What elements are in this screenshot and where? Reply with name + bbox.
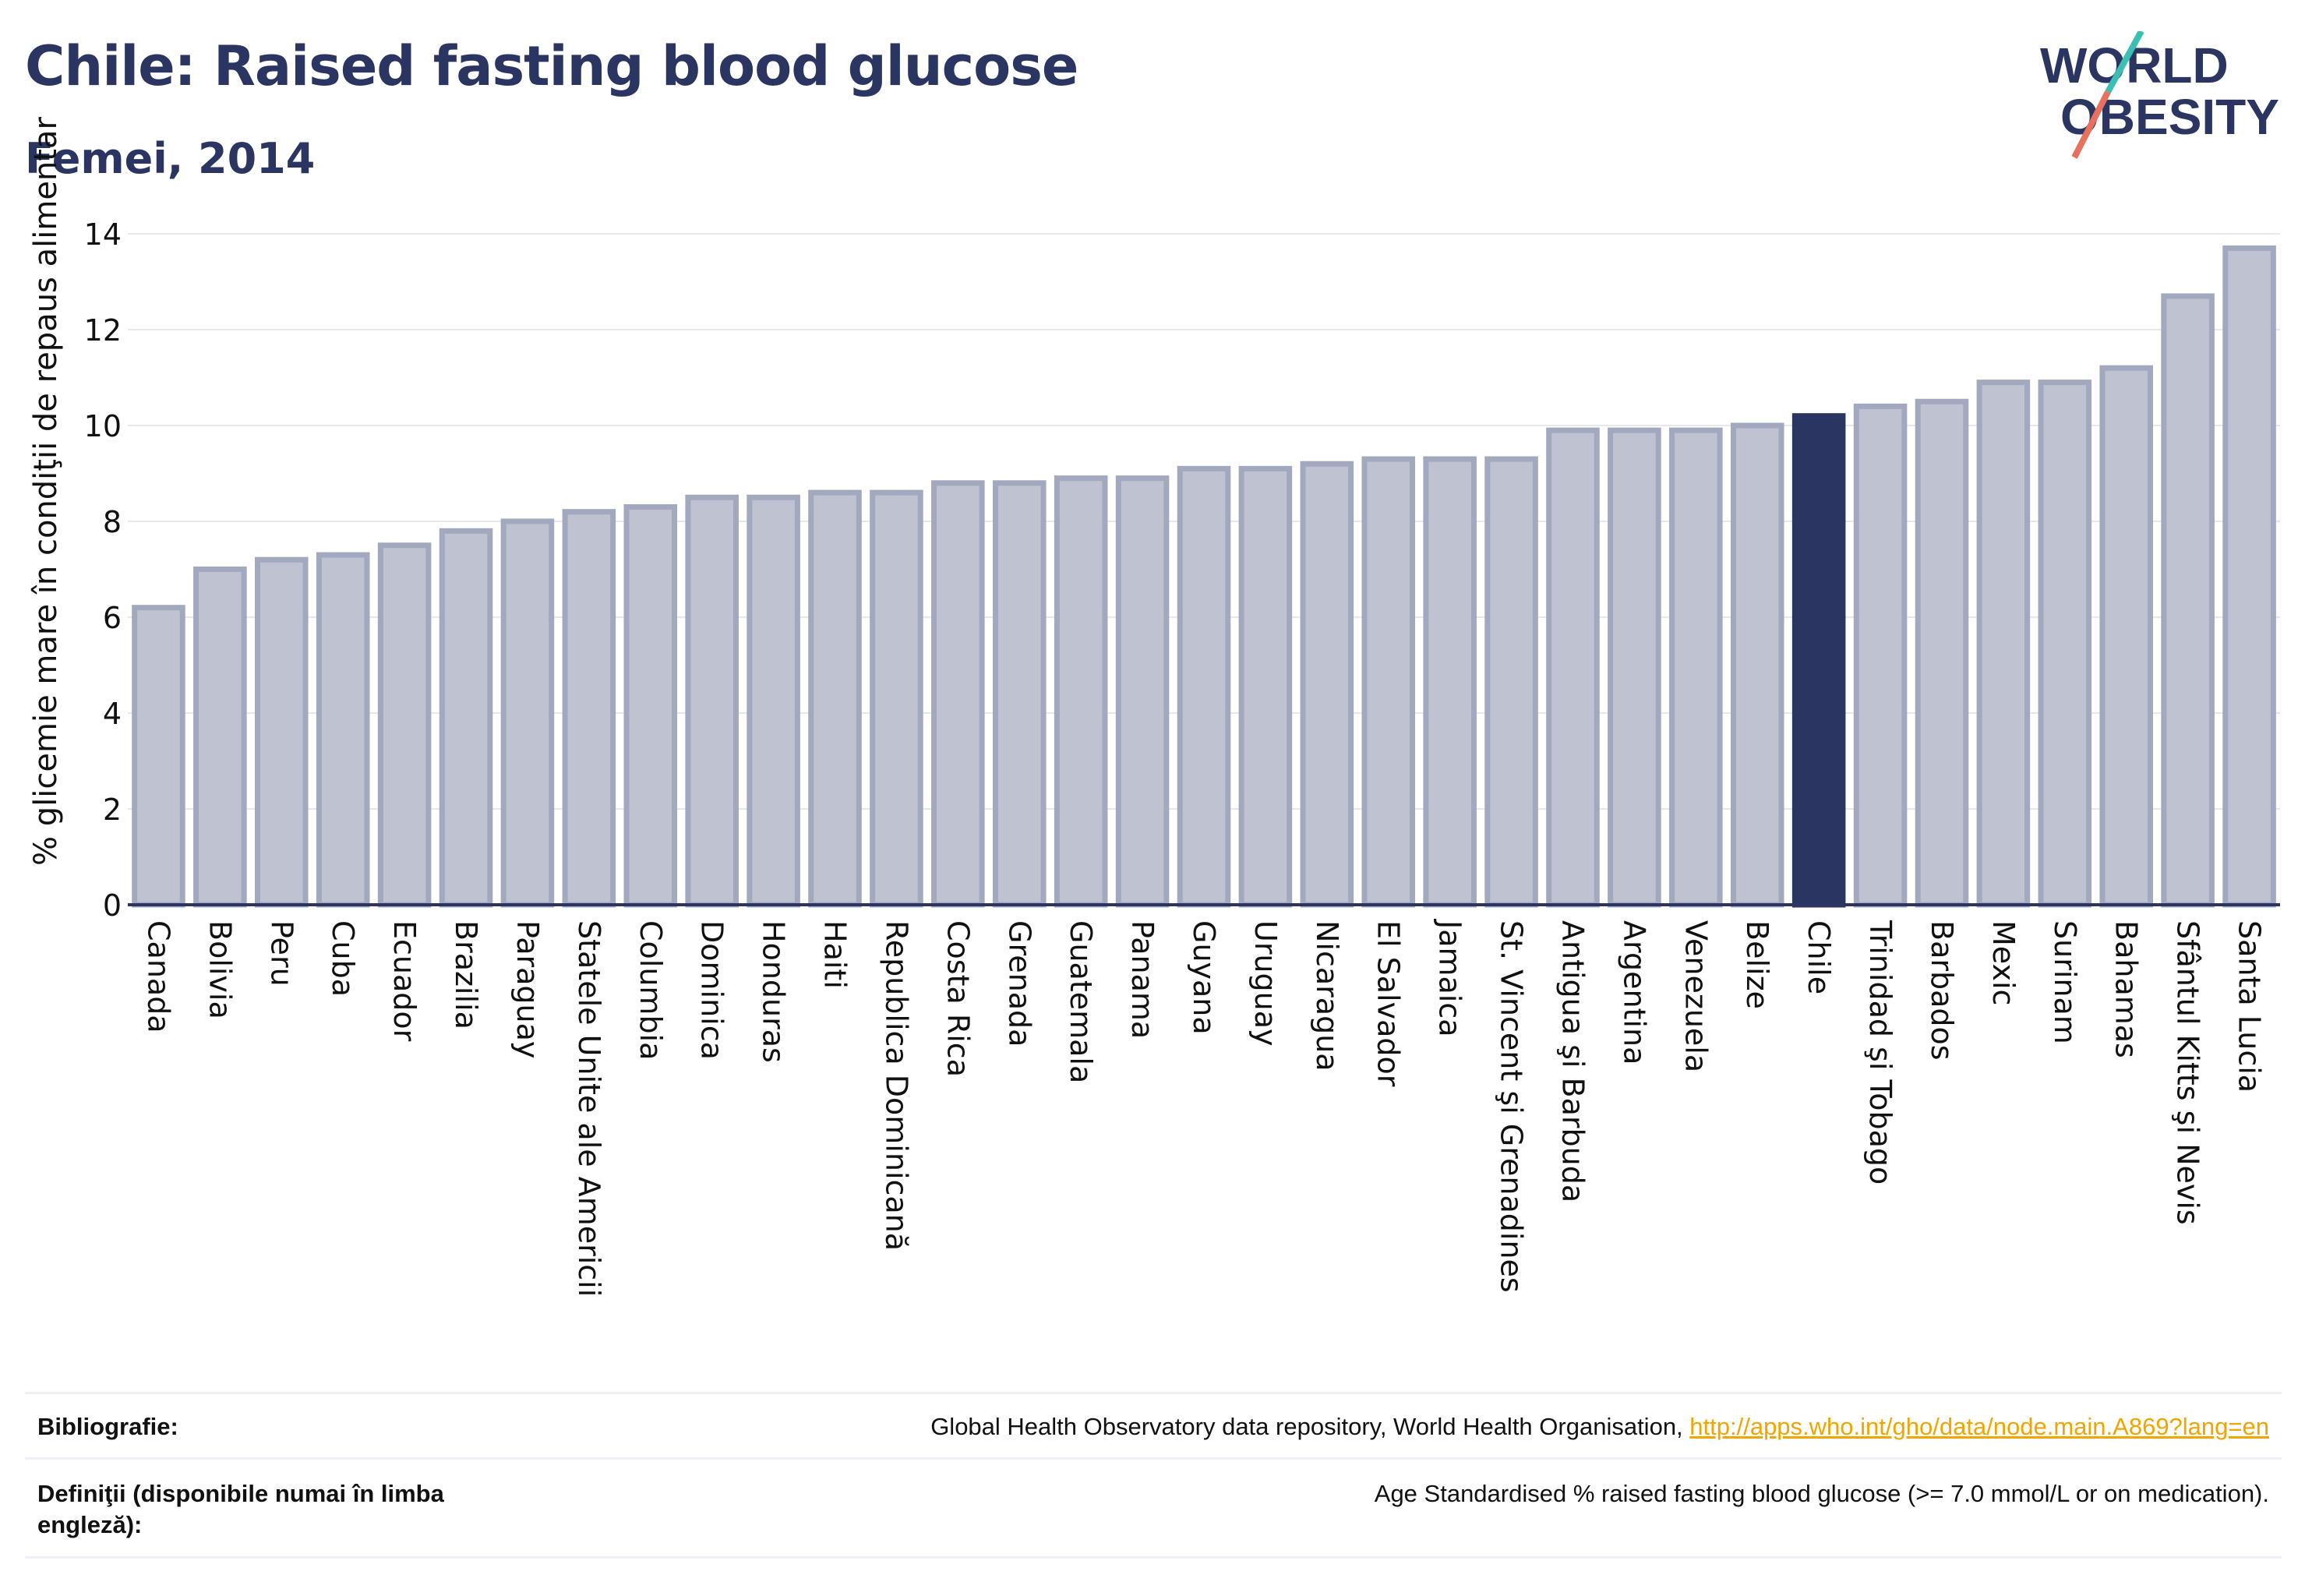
x-tick-label: St. Vincent şi Grenadines [1495,920,1529,1293]
x-tick-label: Dominica [695,920,729,1060]
y-tick-label: 14 [84,217,122,252]
y-tick-label: 6 [103,601,122,635]
bar [1484,456,1538,908]
definitions-row: Definiţii (disponibile numai în limba en… [25,1457,2282,1559]
x-tick-label: Antigua şi Barbuda [1555,920,1590,1202]
y-axis-label: % glicemie mare în condiţii de repaus al… [28,117,64,866]
bibliography-text: Global Health Observatory data repositor… [930,1413,1690,1440]
chart-subtitle: Femei, 2014 [25,134,316,183]
definitions-value: Age Standardised % raised fasting blood … [1374,1480,2269,1507]
y-tick-label: 2 [103,793,122,827]
x-tick-label: Brazilia [449,920,483,1029]
x-tick-label: Trinidad şi Tobago [1863,920,1897,1185]
x-tick-label: Ecuador [387,920,422,1042]
bibliography-value: Global Health Observatory data repositor… [930,1413,2269,1441]
bar [1054,475,1108,908]
bar [1853,403,1908,908]
bar [992,480,1047,908]
x-tick-label: Belize [1740,920,1774,1009]
x-tick-label: Santa Lucia [2233,920,2267,1093]
bar [1976,380,2031,908]
bar [1915,398,1969,908]
bar [193,567,247,908]
bar [2222,245,2276,908]
bar [377,542,432,908]
x-tick-label: Mexic [1986,920,2021,1005]
x-tick-label: Guatemala [1064,920,1098,1083]
x-tick-label: Jamaica [1433,919,1467,1037]
x-tick-label: Columbia [634,920,668,1060]
bar [931,480,985,908]
x-tick-label: Canada [141,920,175,1033]
bar [1361,456,1416,908]
chart-title: Chile: Raised fasting blood glucose [25,34,1078,98]
x-tick-label: Bolivia [203,920,237,1019]
footer-table: Bibliografie: Global Health Observatory … [25,1392,2282,1559]
logo-slash-coral [2071,90,2111,159]
bibliography-row: Bibliografie: Global Health Observatory … [25,1392,2282,1460]
bar [870,489,923,908]
y-tick-label: 10 [84,409,122,443]
x-tick-label: Chile [1802,920,1836,994]
definitions-label: Definiţii (disponibile numai în limba en… [37,1480,444,1538]
bar [1177,465,1231,908]
x-tick-label: Venezuela [1678,920,1713,1072]
bibliography-link[interactable]: http://apps.who.int/gho/data/node.main.A… [1689,1413,2269,1440]
bar [562,509,616,908]
x-tick-label: Grenada [1002,920,1036,1047]
y-tick-label: 8 [103,505,122,539]
bar [1423,456,1477,908]
x-tick-label: Bahamas [2109,920,2144,1058]
x-tick-label: Argentina [1617,920,1651,1065]
bar [255,556,309,908]
bar [316,552,370,908]
x-tick-label: Peru [264,920,298,987]
bar [685,494,739,908]
y-tick-label: 12 [84,313,122,348]
bar [2099,365,2153,908]
x-tick-label: Surinam [2048,920,2082,1044]
bar [439,528,493,908]
x-tick-label: Panama [1125,920,1160,1039]
bar [1546,427,1600,908]
x-tick-label: Guyana [1187,920,1221,1035]
x-tick-label: Haiti [818,920,852,989]
bar [2038,380,2092,908]
x-tick-label: Honduras [757,920,791,1063]
bar [1300,461,1354,908]
x-tick-label: Barbados [1925,920,1959,1061]
bar [747,494,800,908]
x-tick-label: Statele Unite ale Americii [572,920,606,1297]
x-tick-label: Costa Rica [941,920,975,1077]
x-tick-label: Nicaragua [1310,920,1344,1072]
bar [2161,293,2215,908]
x-tick-label: Paraguay [510,920,545,1058]
y-tick-label: 4 [103,697,122,731]
x-tick-label: Republica Dominicană [879,920,913,1251]
bar [623,504,678,908]
bar [132,605,185,908]
bar [808,489,862,908]
bar [1608,427,1661,908]
x-tick-label: Uruguay [1248,920,1283,1047]
y-tick-label: 0 [103,888,122,923]
world-obesity-logo: WORLD OBESITY [2040,31,2279,159]
bar [1669,427,1723,908]
x-tick-label: Cuba [326,920,360,997]
bar-chart: 0 2 4 6 8 10 12 14 % glicemie mare în condiţii d… [28,117,2280,1297]
bar [1791,413,1846,908]
bar [1115,475,1170,908]
x-tick-label: El Salvador [1371,920,1406,1087]
bar [1238,465,1293,908]
bar [1730,422,1784,908]
bar [500,518,555,908]
logo-slash-teal [2105,31,2144,94]
x-tick-label: Sfântul Kitts şi Nevis [2171,920,2205,1225]
bibliography-label: Bibliografie: [37,1413,178,1440]
